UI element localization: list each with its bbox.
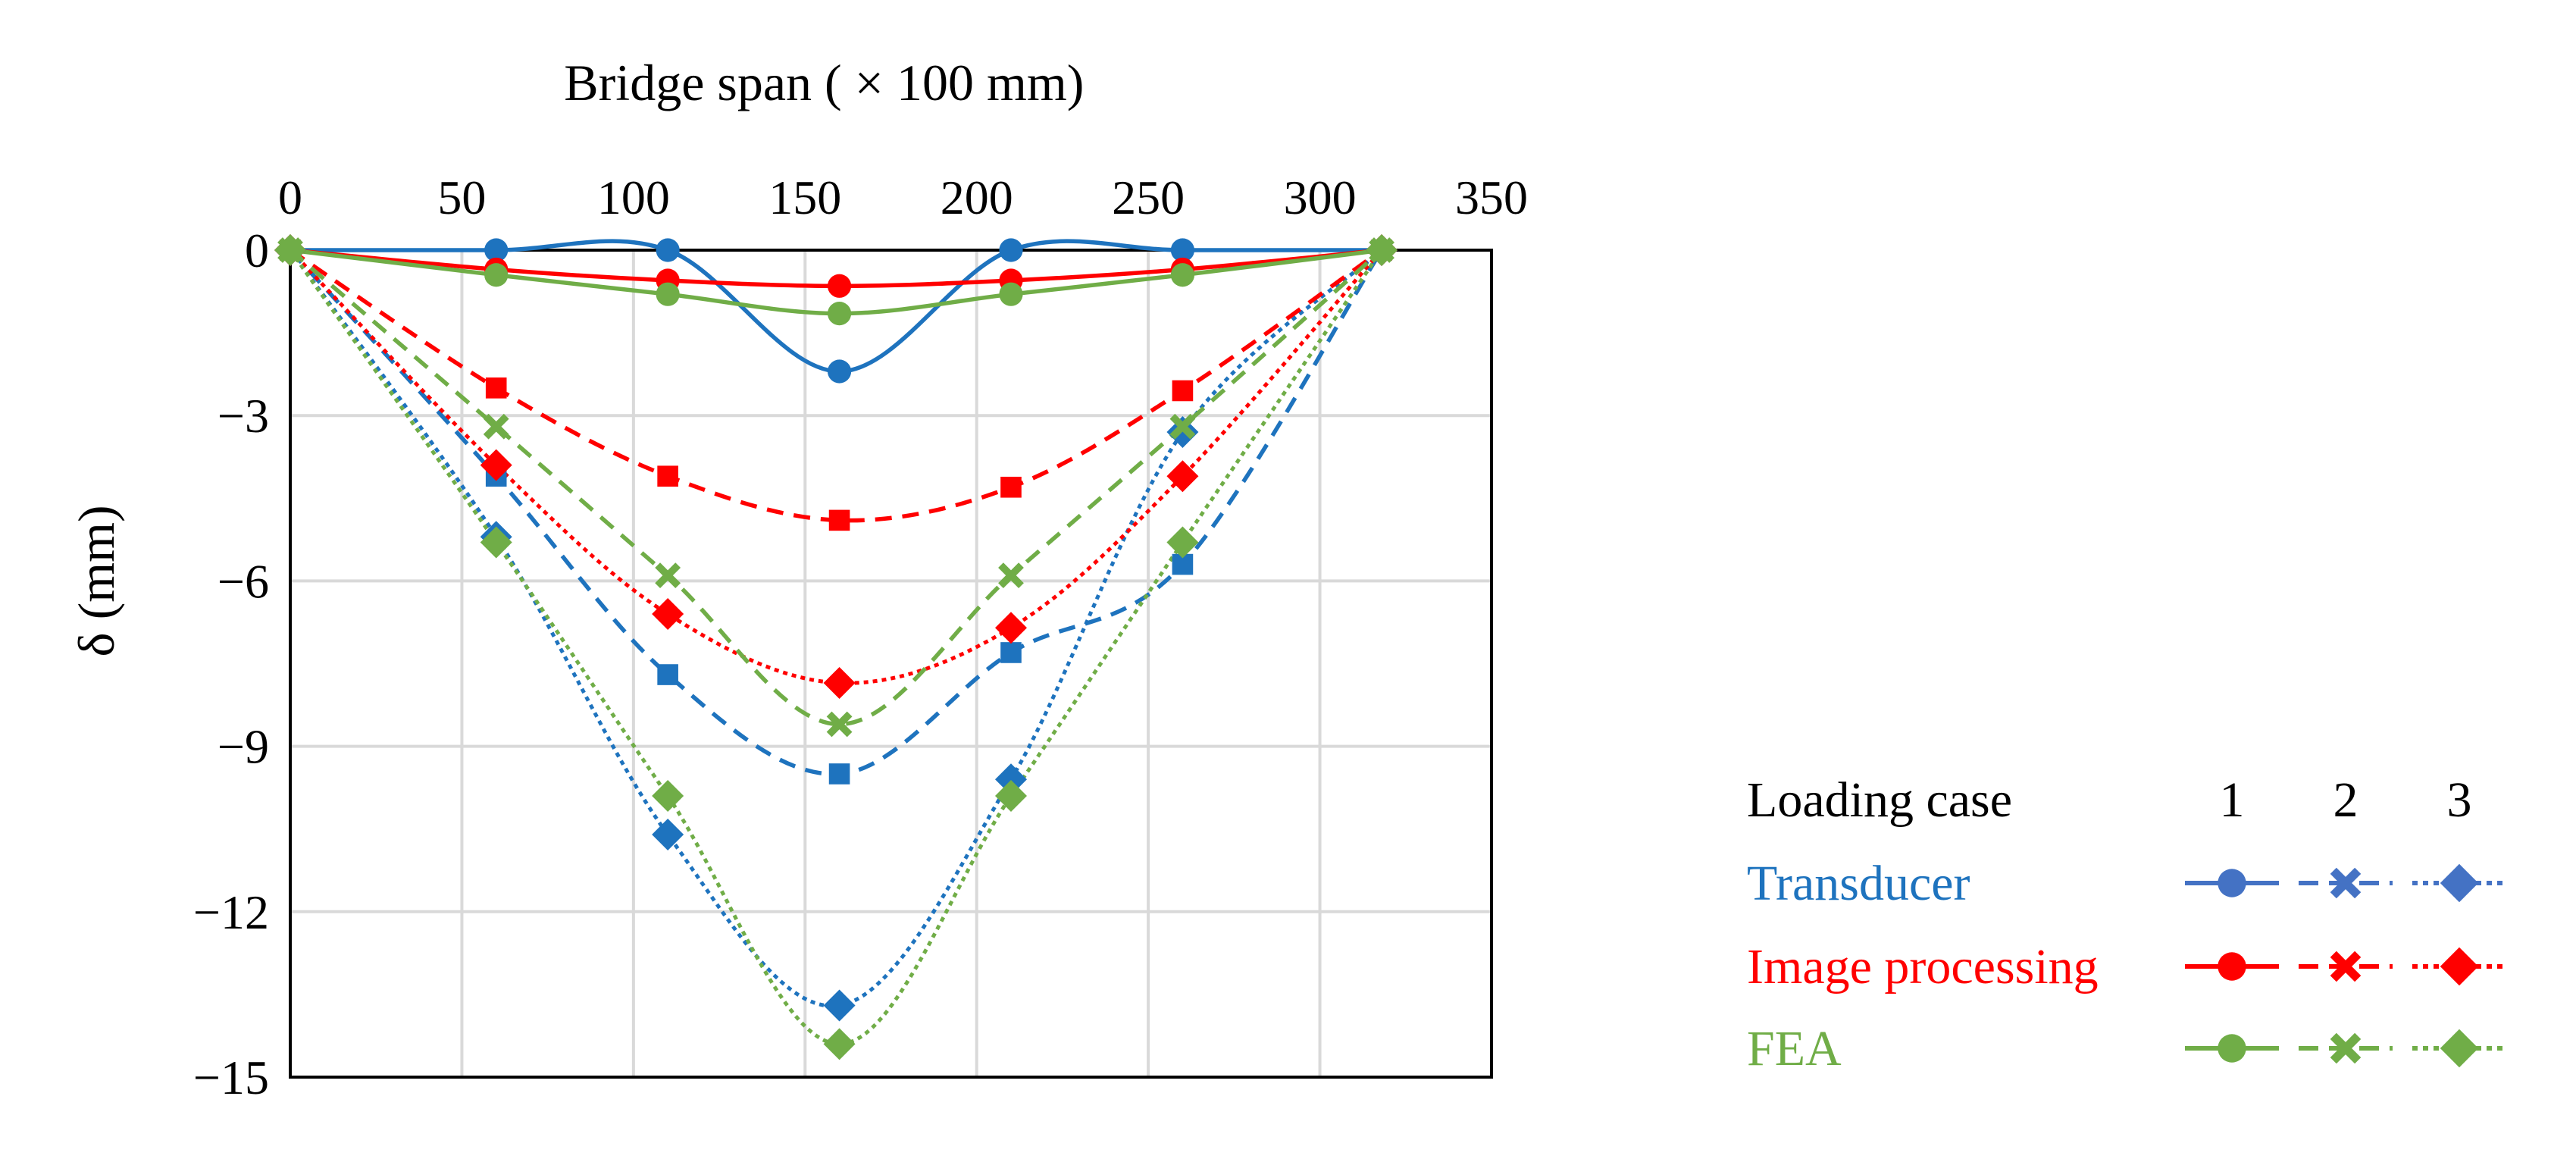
data-point-transducer-1	[484, 238, 509, 262]
y-tick-label: −6	[218, 554, 269, 608]
y-tick-label: −3	[218, 389, 269, 443]
x-tick-label: 0	[278, 171, 302, 224]
y-tick-label: −9	[218, 720, 269, 774]
legend-sample-marker	[2218, 1034, 2246, 1063]
data-point-image-processing-2	[828, 509, 850, 531]
data-point-transducer-1	[999, 238, 1023, 262]
data-point-fea-1	[656, 282, 680, 306]
data-point-image-processing-2	[1172, 380, 1194, 402]
data-point-fea-2	[655, 562, 681, 589]
x-tick-label: 350	[1455, 171, 1528, 224]
data-point-transducer-1	[656, 238, 680, 262]
legend-sample-marker	[2440, 947, 2479, 986]
legend-title: Loading case	[1747, 772, 2012, 828]
data-point-transducer-3	[652, 818, 684, 850]
data-point-image-processing-3	[480, 449, 512, 481]
data-point-fea-3	[652, 780, 684, 813]
data-point-transducer-3	[995, 763, 1027, 796]
legend-row-label: Transducer	[1747, 856, 1970, 911]
data-point-fea-1	[999, 282, 1023, 306]
plot-area-border	[289, 249, 1493, 1079]
x-tick-label: 150	[768, 171, 841, 224]
data-point-fea-3	[1166, 526, 1199, 559]
legend-row-label: FEA	[1747, 1021, 1842, 1076]
legend-sample-marker	[2330, 951, 2362, 982]
y-tick-label: −15	[193, 1051, 269, 1104]
data-point-transducer-1	[1170, 238, 1195, 262]
data-point-transducer-3	[823, 989, 856, 1022]
data-point-fea-3	[1366, 234, 1398, 266]
data-point-transducer-2	[828, 763, 850, 785]
data-point-transducer-3	[1166, 416, 1199, 449]
x-tick-label: 300	[1284, 171, 1357, 224]
data-point-fea-3	[823, 1028, 856, 1060]
data-point-fea-2	[998, 562, 1024, 589]
data-point-fea-3	[480, 526, 512, 559]
legend-sample-marker	[2218, 952, 2246, 981]
data-point-transducer-1	[827, 359, 852, 384]
data-point-fea-3	[274, 234, 306, 266]
legend-sample-marker	[2330, 867, 2362, 899]
legend-sample-marker	[2330, 1032, 2362, 1064]
y-tick-label: −12	[193, 885, 269, 939]
data-point-fea-2	[826, 711, 853, 738]
y-axis-title: δ (mm)	[67, 505, 125, 656]
legend-sample-marker	[2440, 1029, 2479, 1068]
data-point-fea-3	[995, 780, 1027, 813]
x-tick-label: 250	[1112, 171, 1185, 224]
data-point-fea-2	[483, 413, 509, 440]
y-tick-label: 0	[245, 224, 269, 277]
legend-case-label: 3	[2447, 772, 2472, 828]
x-axis-title: Bridge span ( × 100 mm)	[564, 54, 1084, 111]
data-point-fea-2	[1169, 413, 1196, 440]
data-point-image-processing-2	[657, 465, 678, 487]
x-tick-label: 50	[437, 171, 486, 224]
x-tick-label: 200	[941, 171, 1013, 224]
legend-case-label: 2	[2333, 772, 2358, 828]
data-point-image-processing-3	[652, 598, 684, 631]
data-point-fea-1	[1170, 263, 1195, 287]
data-point-image-processing-2	[1000, 476, 1022, 498]
legend-sample-marker	[2218, 869, 2246, 897]
data-point-image-processing-3	[1166, 460, 1199, 493]
data-point-image-processing-1	[827, 274, 852, 298]
data-point-transducer-2	[1000, 642, 1022, 663]
legend-row-label: Image processing	[1747, 939, 2099, 994]
data-point-image-processing-3	[995, 612, 1027, 644]
x-tick-label: 100	[597, 171, 670, 224]
data-point-image-processing-3	[823, 666, 856, 699]
legend-sample-marker	[2440, 863, 2479, 903]
data-point-transducer-2	[657, 664, 678, 685]
legend: Loading case 1 2 3 Transducer Image processi…	[1747, 772, 2506, 1076]
data-point-image-processing-2	[485, 377, 507, 399]
data-point-fea-1	[484, 263, 509, 287]
legend-case-label: 1	[2220, 772, 2245, 828]
data-point-fea-1	[827, 302, 852, 326]
